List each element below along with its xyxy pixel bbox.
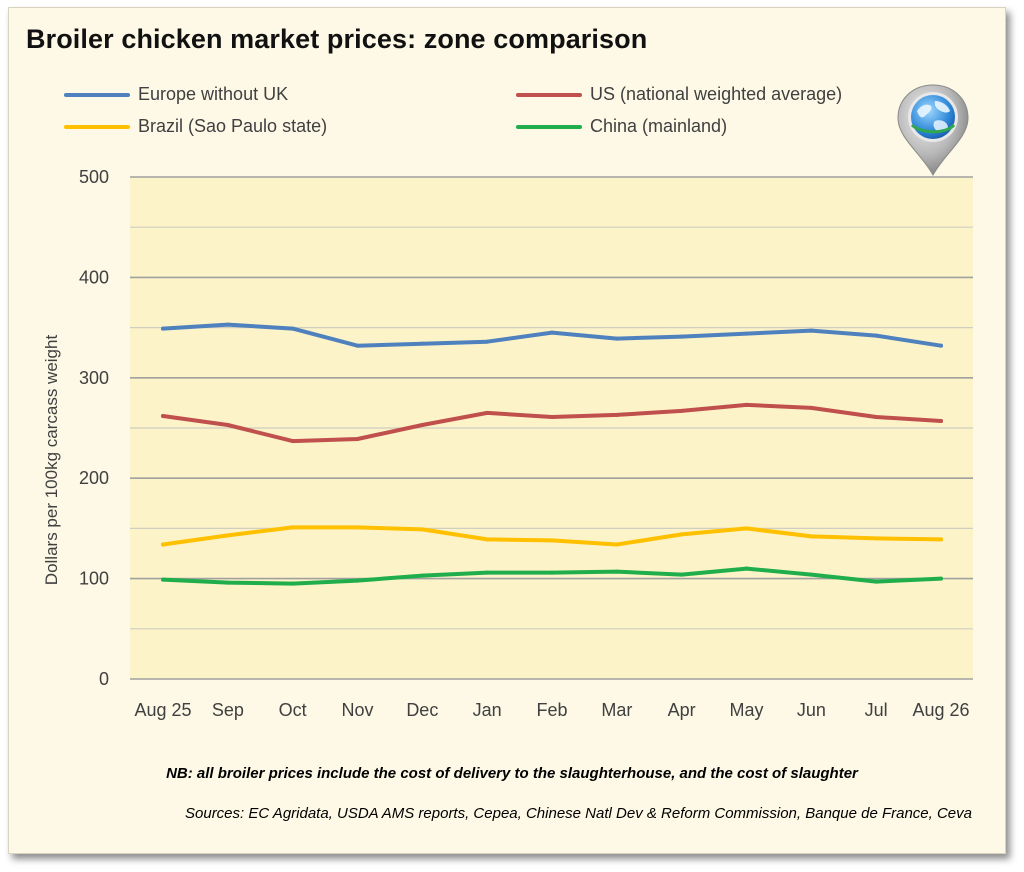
y-tick-label: 400 [79,267,109,287]
legend-swatch-brazil [64,124,130,129]
data-point [355,525,360,530]
legend-item-brazil: Brazil (Sao Paulo state) [64,116,327,137]
data-point [355,437,360,442]
data-point [939,576,943,581]
data-point [614,336,619,341]
data-point [874,414,879,419]
data-point [744,331,749,336]
x-tick-label: Dec [406,700,438,720]
x-tick-label: Sep [212,700,244,720]
data-point [290,439,295,444]
x-tick-label: May [729,700,763,720]
data-point [679,532,684,537]
legend-swatch-europe [64,92,130,97]
data-point [744,402,749,407]
x-tick-label: Aug 25 [134,700,191,720]
data-point [355,578,360,583]
data-point [420,341,425,346]
legend-label-brazil: Brazil (Sao Paulo state) [138,116,328,136]
data-point [420,573,425,578]
data-point [161,542,165,547]
data-point [420,527,425,532]
data-point [550,538,554,543]
data-point [550,570,554,575]
x-tick-label: Nov [341,700,373,720]
data-point [744,566,749,571]
x-tick-label: Oct [279,700,307,720]
data-point [485,537,490,542]
data-point [161,413,165,418]
data-point [614,412,619,417]
x-tick-label: Mar [601,700,632,720]
data-point [809,405,814,410]
legend-label-us: US (national weighted average) [590,84,843,104]
data-point [744,526,749,531]
data-point [874,333,879,338]
y-tick-label: 200 [79,468,109,488]
data-point [614,542,619,547]
data-point [874,579,879,584]
data-point [614,569,619,574]
data-point [809,572,814,577]
data-point [420,422,425,427]
legend-swatch-us [516,92,582,97]
data-point [550,414,554,419]
x-tick-label: Jul [865,700,888,720]
chart-title: Broiler chicken market prices: zone comp… [26,24,648,54]
data-point [225,322,230,327]
data-point [874,536,879,541]
data-point [679,572,684,577]
data-point [161,326,165,331]
sources-text: Sources: EC Agridata, USDA AMS reports, … [185,805,972,822]
data-point [225,580,230,585]
data-point [939,537,943,542]
data-point [290,525,295,530]
data-point [161,577,165,582]
legend-item-us: US (national weighted average) [516,84,842,105]
globe-pin-icon [897,84,969,177]
x-tick-label: Feb [536,700,567,720]
footnote: NB: all broiler prices include the cost … [166,765,858,782]
x-tick-label: Aug 26 [912,700,969,720]
data-point [939,343,943,348]
data-point [550,330,554,335]
data-point [290,581,295,586]
x-tick-label: Jan [473,700,502,720]
data-point [225,533,230,538]
legend-item-china: China (mainland) [516,116,727,137]
x-tick-label: Jun [797,700,826,720]
data-point [679,334,684,339]
data-point [939,418,943,423]
data-point [809,328,814,333]
data-point [290,326,295,331]
data-point [355,343,360,348]
legend-item-europe: Europe without UK [64,84,288,105]
data-point [485,570,490,575]
legend-swatch-china [516,124,582,129]
y-tick-label: 500 [79,167,109,187]
y-tick-label: 0 [99,669,109,689]
legend-label-china: China (mainland) [590,116,728,136]
y-tick-label: 300 [79,368,109,388]
data-point [225,422,230,427]
data-point [485,410,490,415]
y-tick-label: 100 [79,569,109,589]
x-tick-label: Apr [668,700,696,720]
data-point [485,339,490,344]
data-point [809,534,814,539]
data-point [679,408,684,413]
legend-label-europe: Europe without UK [138,84,289,104]
